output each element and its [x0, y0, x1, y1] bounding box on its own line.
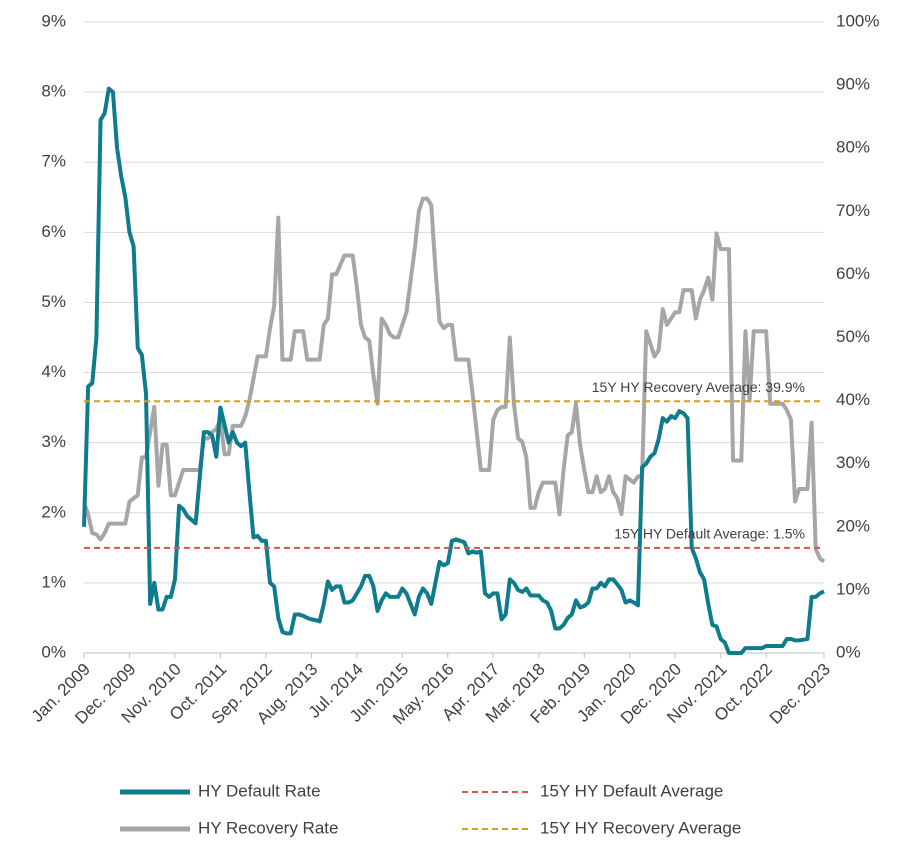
- y2-tick-label: 60%: [836, 264, 870, 283]
- y2-tick-label: 20%: [836, 516, 870, 535]
- series-line: [82, 196, 826, 564]
- legend-label: HY Recovery Rate: [198, 818, 338, 837]
- y-tick-label: 4%: [41, 362, 66, 381]
- y2-tick-label: 50%: [836, 327, 870, 346]
- legend-label: 15Y HY Default Average: [540, 781, 723, 800]
- y-tick-label: 3%: [41, 432, 66, 451]
- legend-label: 15Y HY Recovery Average: [540, 818, 741, 837]
- annotation: 15Y HY Recovery Average: 39.9%: [592, 379, 805, 395]
- legend-label: HY Default Rate: [198, 781, 321, 800]
- y-tick-label: 0%: [41, 642, 66, 661]
- annotation: 15Y HY Default Average: 1.5%: [614, 526, 805, 542]
- y2-tick-label: 30%: [836, 453, 870, 472]
- y-tick-label: 6%: [41, 222, 66, 241]
- y2-tick-label: 90%: [836, 75, 870, 94]
- y2-tick-label: 10%: [836, 579, 870, 598]
- y2-tick-label: 100%: [836, 11, 879, 30]
- y2-tick-label: 40%: [836, 390, 870, 409]
- series-line: [82, 86, 825, 655]
- y-tick-label: 1%: [41, 572, 66, 591]
- x-tick-label: Dec. 2023: [766, 660, 834, 728]
- y2-tick-label: 80%: [836, 138, 870, 157]
- y-tick-label: 8%: [41, 82, 66, 101]
- y-tick-label: 7%: [41, 152, 66, 171]
- y-tick-label: 2%: [41, 502, 66, 521]
- y-tick-label: 5%: [41, 292, 66, 311]
- y-tick-label: 9%: [41, 11, 66, 30]
- y2-tick-label: 70%: [836, 201, 870, 220]
- y2-tick-label: 0%: [836, 642, 861, 661]
